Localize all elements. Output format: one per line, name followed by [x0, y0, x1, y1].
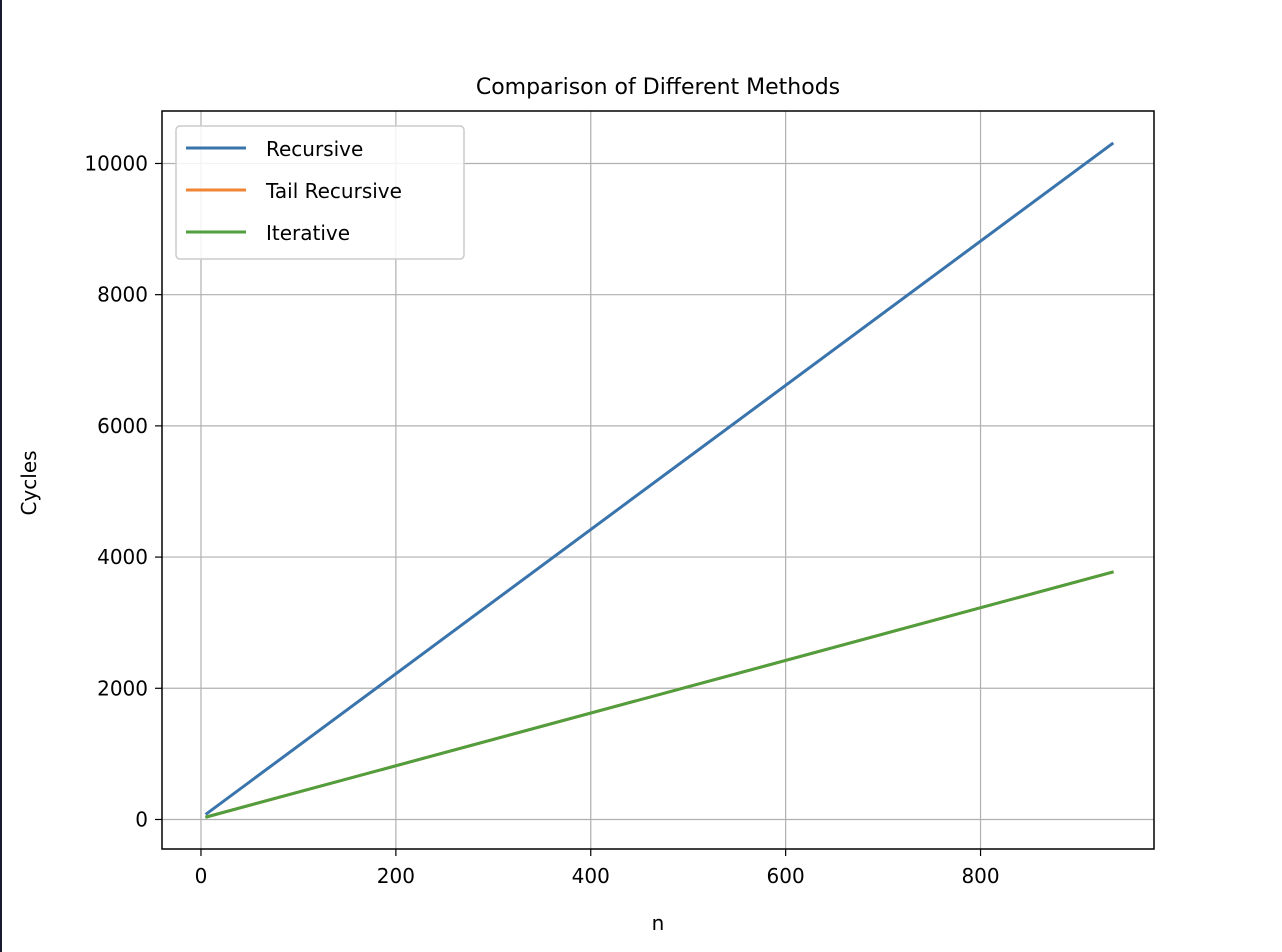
y-axis-ticks: 0 2000 4000 6000 8000 10000: [84, 151, 162, 831]
series-line-iterative: [204, 570, 1114, 819]
x-tick-label: 400: [572, 864, 610, 888]
legend-label-recursive: Recursive: [266, 137, 363, 161]
x-tick-label: 200: [377, 864, 415, 888]
legend: Recursive Tail Recursive Iterative: [175, 125, 465, 260]
grid-lines: [162, 111, 1154, 849]
y-tick-label: 8000: [97, 283, 148, 307]
chart-title: Comparison of Different Methods: [476, 75, 840, 100]
y-tick-label: 6000: [97, 414, 148, 438]
x-tick-label: 600: [767, 864, 805, 888]
legend-label-iterative: Iterative: [266, 221, 350, 245]
x-axis-ticks: 0 200 400 600 800: [195, 849, 1000, 888]
series-line-recursive: [204, 141, 1115, 816]
y-tick-label: 4000: [97, 545, 148, 569]
x-tick-label: 0: [195, 864, 208, 888]
x-tick-label: 800: [961, 864, 999, 888]
legend-box: [175, 125, 465, 260]
y-tick-label: 10000: [84, 151, 148, 175]
x-axis-label: n: [652, 911, 665, 935]
y-axis-label: Cycles: [17, 450, 41, 515]
window-left-border: [0, 0, 2, 952]
y-tick-label: 2000: [97, 676, 148, 700]
legend-label-tail-recursive: Tail Recursive: [265, 179, 402, 203]
y-tick-label: 0: [135, 807, 148, 831]
plot-frame: [161, 110, 1155, 850]
series-lines: [204, 141, 1115, 819]
